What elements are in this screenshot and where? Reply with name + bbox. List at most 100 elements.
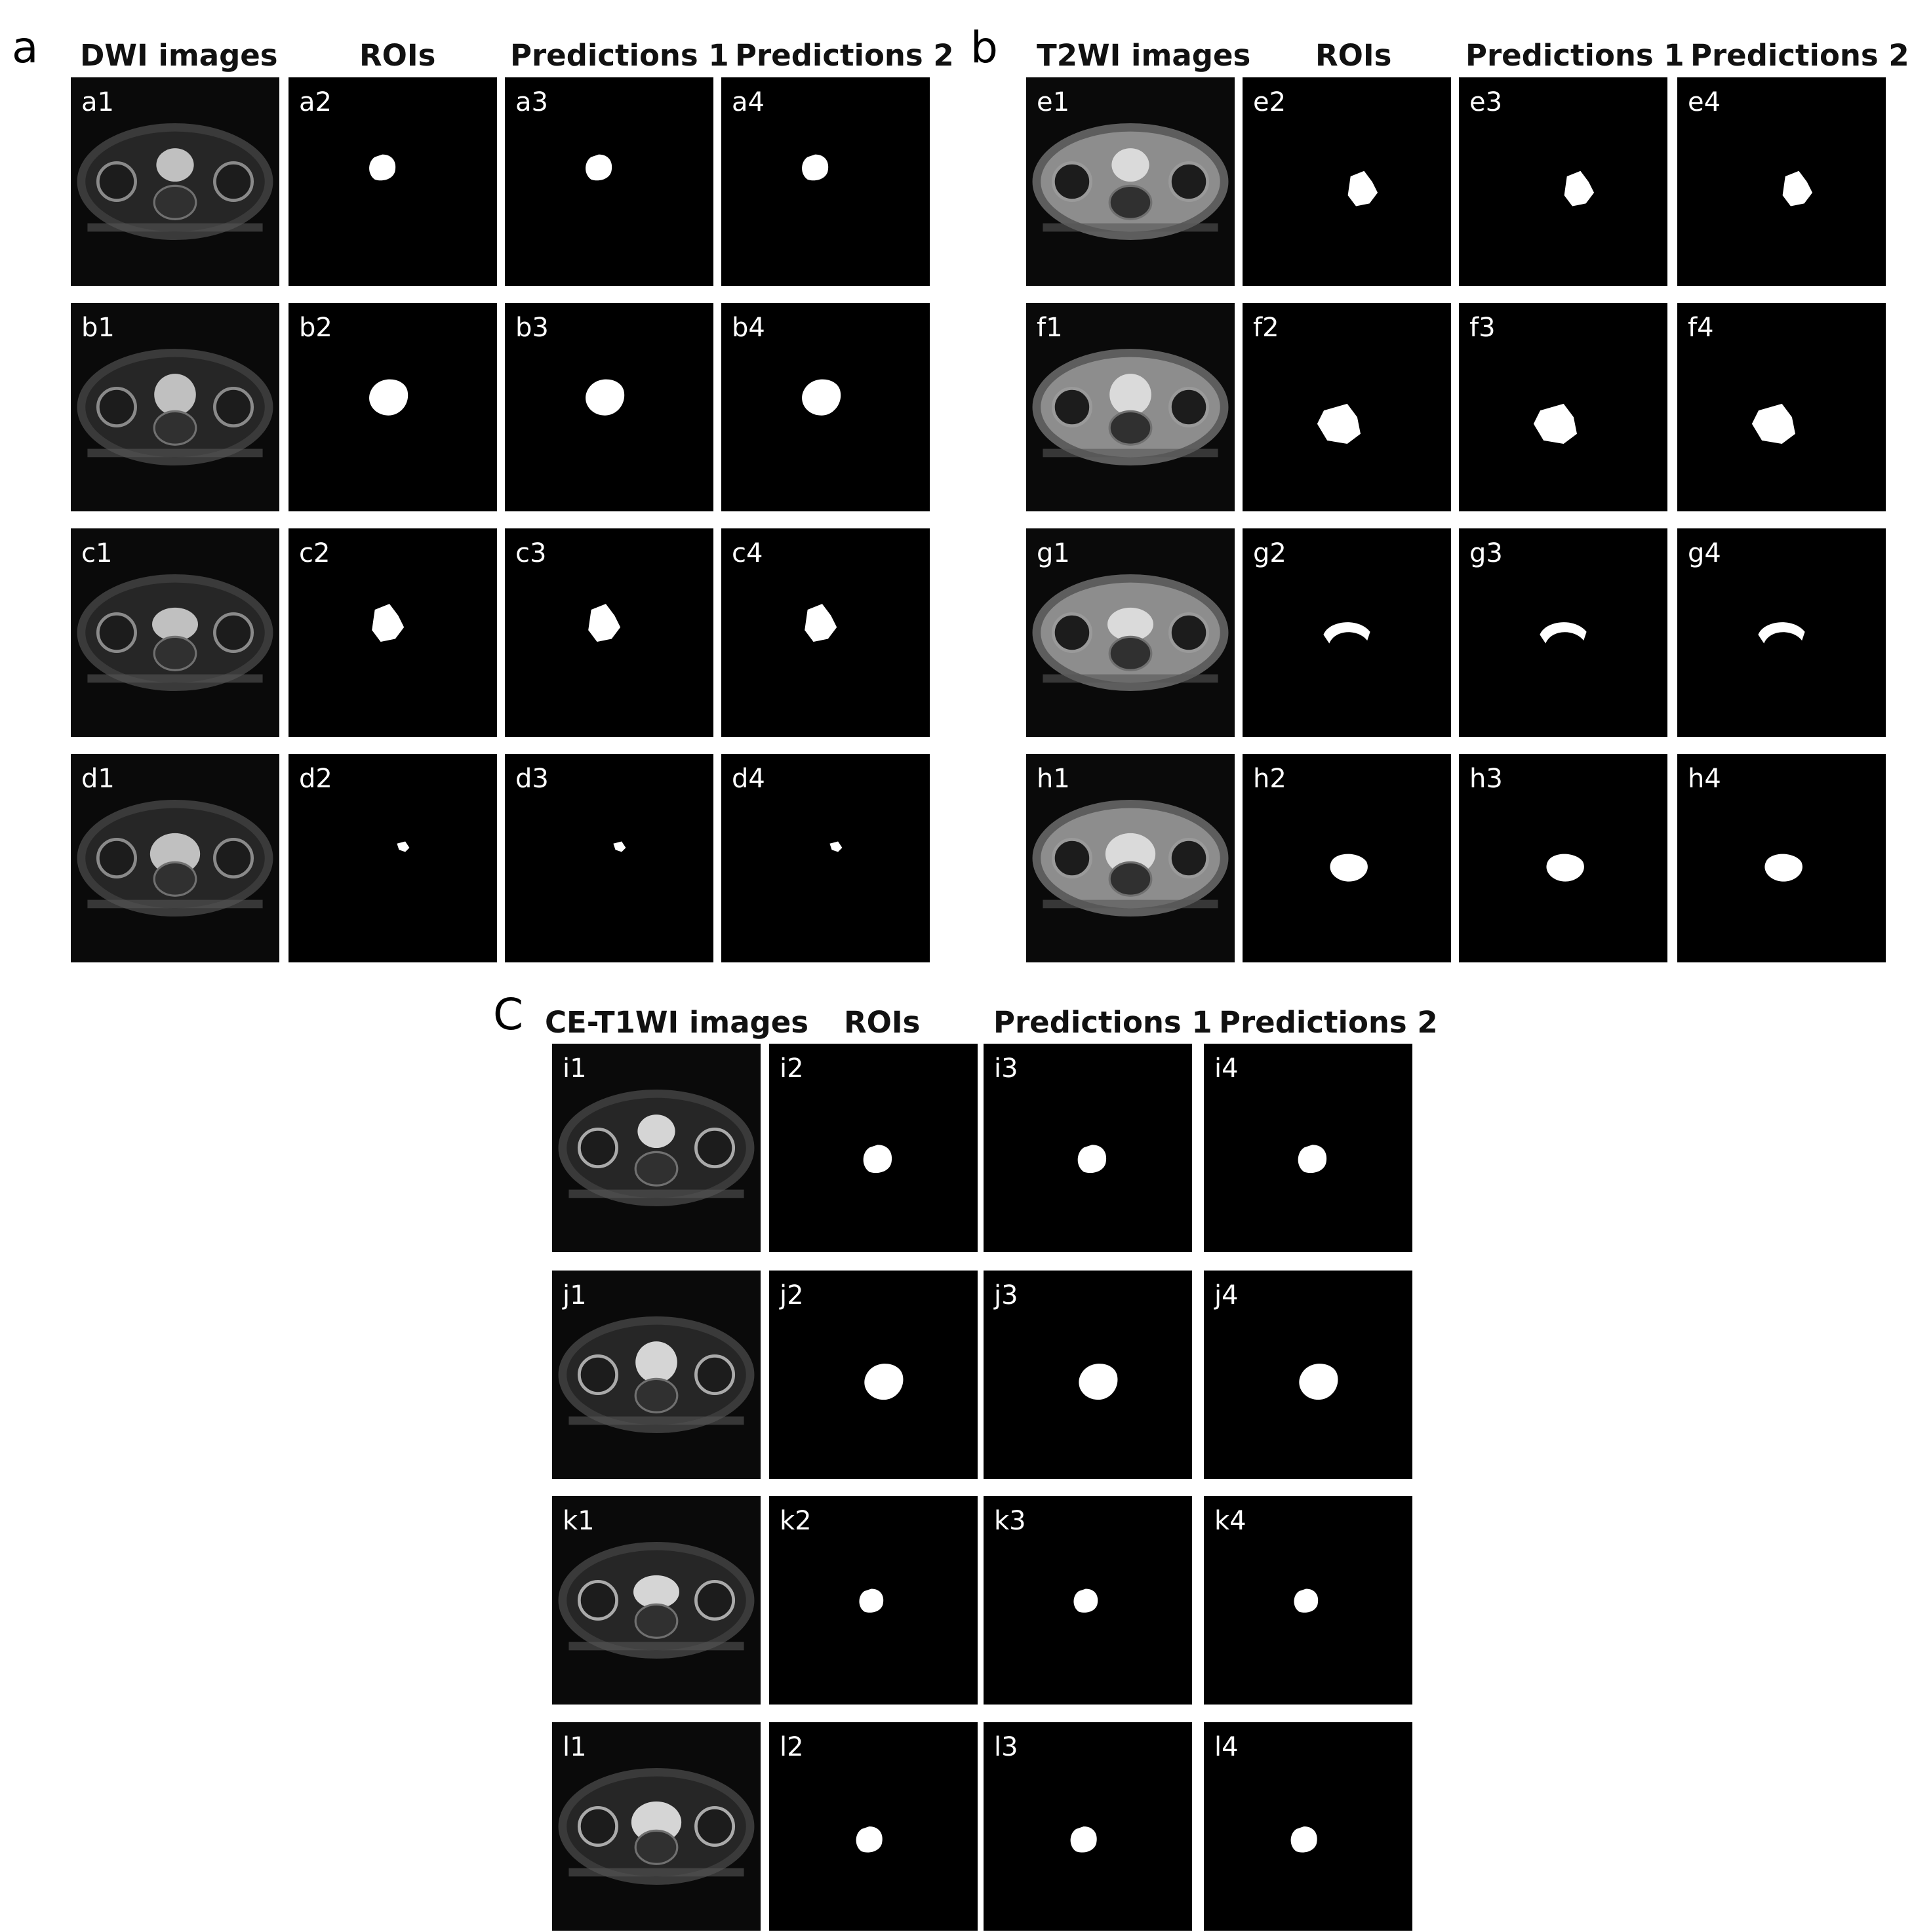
prediction-mask-tile: a4 [721, 77, 930, 286]
tile-label: j4 [1214, 1280, 1239, 1311]
tile-label: l3 [994, 1732, 1018, 1762]
roi-mask-tile: d2 [289, 754, 497, 962]
panel-letter: C [493, 989, 524, 1040]
tile-label: b2 [299, 313, 332, 343]
roi-mask-tile: k2 [769, 1496, 978, 1705]
tile-label: k1 [563, 1506, 595, 1536]
mri-image-tile: j1 [552, 1271, 761, 1479]
tile-label: l1 [563, 1732, 587, 1762]
prediction-mask-tile: d3 [505, 754, 713, 962]
tile-label: g1 [1037, 538, 1070, 568]
prediction-mask-tile: k3 [984, 1496, 1192, 1705]
roi-mask-tile: c2 [289, 528, 497, 737]
prediction-mask-tile: c4 [721, 528, 930, 737]
column-header: Predictions 1 [1465, 38, 1684, 73]
roi-mask-tile: i2 [769, 1044, 978, 1252]
mri-image-tile: d1 [71, 754, 279, 962]
tile-label: h2 [1253, 764, 1286, 794]
tile-label: h3 [1469, 764, 1503, 794]
tile-label: i2 [780, 1054, 804, 1084]
prediction-mask-tile: b4 [721, 303, 930, 511]
tile-label: i4 [1214, 1054, 1239, 1084]
column-header: Predictions 2 [1219, 1005, 1438, 1040]
mri-image-tile: l1 [552, 1722, 761, 1931]
prediction-mask-tile: i3 [984, 1044, 1192, 1252]
prediction-mask-tile: g4 [1677, 528, 1886, 737]
column-header: T2WI images [1037, 38, 1251, 73]
mri-image-tile: b1 [71, 303, 279, 511]
tile-label: h1 [1037, 764, 1070, 794]
tile-label: e1 [1037, 87, 1070, 117]
roi-mask-tile: a2 [289, 77, 497, 286]
prediction-mask-tile: h3 [1459, 754, 1667, 962]
roi-mask-tile: b2 [289, 303, 497, 511]
prediction-mask-tile: b3 [505, 303, 713, 511]
tile-label: a1 [81, 87, 114, 117]
tile-label: a2 [299, 87, 332, 117]
prediction-mask-tile: c3 [505, 528, 713, 737]
tile-label: b1 [81, 313, 115, 343]
prediction-mask-tile: k4 [1204, 1496, 1412, 1705]
tile-label: f4 [1688, 313, 1714, 343]
tile-label: d3 [515, 764, 549, 794]
mri-image-tile: a1 [71, 77, 279, 286]
tile-label: l2 [780, 1732, 804, 1762]
prediction-mask-tile: l3 [984, 1722, 1192, 1931]
prediction-mask-tile: f4 [1677, 303, 1886, 511]
prediction-mask-tile: e4 [1677, 77, 1886, 286]
tile-label: g3 [1469, 538, 1503, 568]
prediction-mask-tile: l4 [1204, 1722, 1412, 1931]
tile-label: e4 [1688, 87, 1721, 117]
column-header: Predictions 2 [1690, 38, 1909, 73]
column-header: Predictions 1 [510, 38, 729, 73]
mri-image-tile: h1 [1026, 754, 1235, 962]
panel-letter: a [12, 22, 39, 73]
tile-label: c2 [299, 538, 330, 568]
tile-label: b3 [515, 313, 549, 343]
tile-label: a4 [732, 87, 765, 117]
tile-label: f3 [1469, 313, 1496, 343]
column-header: CE-T1WI images [545, 1005, 809, 1040]
column-header: ROIs [359, 38, 436, 73]
tile-label: h4 [1688, 764, 1721, 794]
roi-mask-tile: j2 [769, 1271, 978, 1479]
prediction-mask-tile: j3 [984, 1271, 1192, 1479]
tile-label: c3 [515, 538, 547, 568]
mri-image-tile: c1 [71, 528, 279, 737]
tile-label: c4 [732, 538, 763, 568]
tile-label: d1 [81, 764, 115, 794]
tile-label: d4 [732, 764, 765, 794]
tile-label: i1 [563, 1054, 587, 1084]
column-header: Predictions 2 [735, 38, 954, 73]
column-header: Predictions 1 [993, 1005, 1212, 1040]
prediction-mask-tile: a3 [505, 77, 713, 286]
roi-mask-tile: f2 [1243, 303, 1451, 511]
column-header: ROIs [1315, 38, 1392, 73]
tile-label: k3 [994, 1506, 1026, 1536]
column-header: ROIs [844, 1005, 921, 1040]
column-header: DWI images [80, 38, 278, 73]
mri-image-tile: k1 [552, 1496, 761, 1705]
tile-label: j1 [563, 1280, 587, 1311]
mri-image-tile: f1 [1026, 303, 1235, 511]
prediction-mask-tile: e3 [1459, 77, 1667, 286]
prediction-mask-tile: d4 [721, 754, 930, 962]
tile-label: i3 [994, 1054, 1018, 1084]
mri-image-tile: g1 [1026, 528, 1235, 737]
tile-label: l4 [1214, 1732, 1239, 1762]
tile-label: j2 [780, 1280, 804, 1311]
mri-image-tile: i1 [552, 1044, 761, 1252]
prediction-mask-tile: g3 [1459, 528, 1667, 737]
tile-label: k2 [780, 1506, 812, 1536]
mri-image-tile: e1 [1026, 77, 1235, 286]
tile-label: f1 [1037, 313, 1063, 343]
roi-mask-tile: g2 [1243, 528, 1451, 737]
prediction-mask-tile: j4 [1204, 1271, 1412, 1479]
tile-label: e3 [1469, 87, 1503, 117]
tile-label: f2 [1253, 313, 1279, 343]
tile-label: j3 [994, 1280, 1018, 1311]
roi-mask-tile: e2 [1243, 77, 1451, 286]
tile-label: c1 [81, 538, 113, 568]
roi-mask-tile: h2 [1243, 754, 1451, 962]
panel-letter: b [970, 22, 998, 73]
